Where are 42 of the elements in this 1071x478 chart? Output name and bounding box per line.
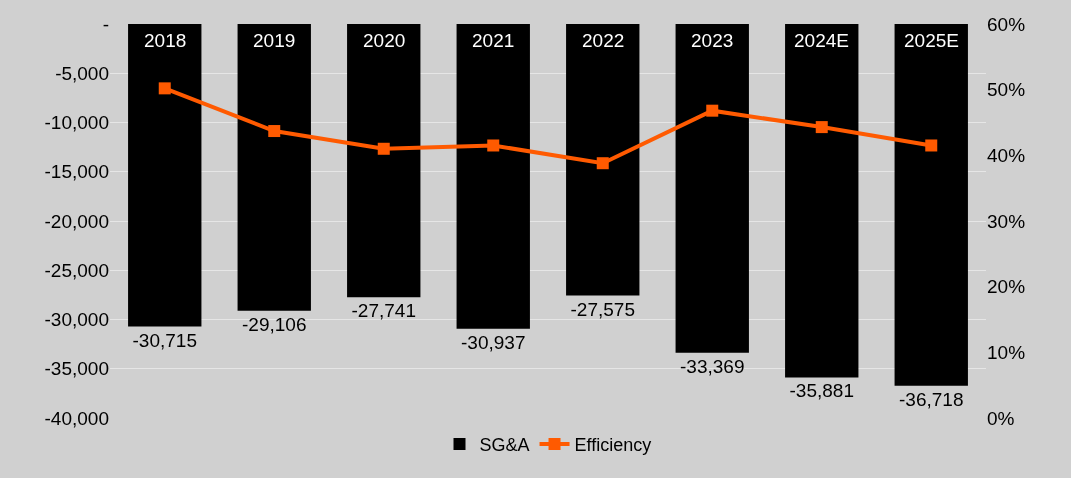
y2-tick-label: 50% xyxy=(987,79,1026,101)
point xyxy=(377,142,390,155)
y2-tick-label: 60% xyxy=(987,13,1026,35)
x-tick-label: 2024E xyxy=(794,30,849,51)
y-tick-label: - xyxy=(102,13,109,35)
point xyxy=(815,121,828,134)
data-label: -36,718 xyxy=(899,388,964,410)
x-tick-label: 2022 xyxy=(582,30,625,51)
data-label: -33,369 xyxy=(680,355,745,377)
data-label: -29,106 xyxy=(242,313,307,335)
data-label: -30,937 xyxy=(461,331,526,353)
x-tick-label: 2018 xyxy=(144,30,187,51)
legend-label: SG&A xyxy=(479,435,530,456)
y2-tick-label: 40% xyxy=(987,144,1026,166)
y-tick-label: -10,000 xyxy=(44,112,109,134)
x-tick-label: 2020 xyxy=(363,30,406,51)
point xyxy=(596,157,609,170)
point xyxy=(268,125,281,138)
y-tick-label: -5,000 xyxy=(55,62,109,84)
y-tick-label: -20,000 xyxy=(44,210,109,232)
x-tick-label: 2019 xyxy=(253,30,296,51)
data-label: -30,715 xyxy=(132,329,197,351)
point xyxy=(925,139,938,152)
y-tick-label: -25,000 xyxy=(44,259,109,281)
point xyxy=(487,139,500,152)
y-tick-label: -15,000 xyxy=(44,161,109,183)
data-label: -35,881 xyxy=(789,380,854,402)
y-tick-label: -30,000 xyxy=(44,309,109,331)
y2-tick-label: 10% xyxy=(987,341,1026,363)
y-tick-label: -35,000 xyxy=(44,358,109,380)
data-label: -27,741 xyxy=(351,300,416,322)
y2-tick-label: 0% xyxy=(987,407,1015,429)
x-tick-label: 2021 xyxy=(472,30,515,51)
y2-tick-label: 30% xyxy=(987,210,1026,232)
y-tick-label: -40,000 xyxy=(44,407,109,429)
y2-tick-label: 20% xyxy=(987,276,1026,298)
point xyxy=(158,82,171,95)
data-label: -27,575 xyxy=(570,298,635,320)
x-tick-label: 2025E xyxy=(904,30,959,51)
point xyxy=(706,104,719,117)
legend-label: Efficiency xyxy=(574,435,652,456)
x-tick-label: 2023 xyxy=(691,30,734,51)
